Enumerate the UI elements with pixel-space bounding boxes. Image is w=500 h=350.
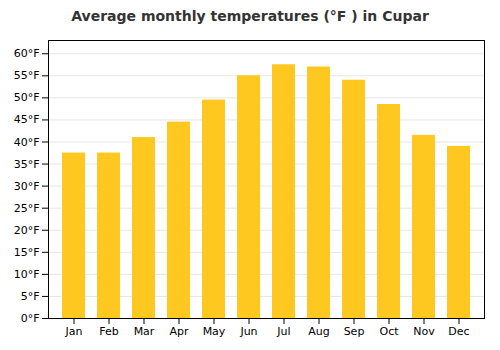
svg-text:10°F: 10°F [14,268,40,281]
svg-text:Mar: Mar [134,325,155,338]
svg-text:20°F: 20°F [14,224,40,237]
svg-text:35°F: 35°F [14,158,40,171]
svg-text:Jan: Jan [65,325,83,338]
svg-text:50°F: 50°F [14,91,40,104]
svg-text:Aug: Aug [308,325,329,338]
svg-text:45°F: 45°F [14,113,40,126]
svg-text:40°F: 40°F [14,136,40,149]
svg-text:Oct: Oct [379,325,399,338]
svg-text:15°F: 15°F [14,246,40,259]
svg-text:May: May [203,325,226,338]
svg-text:Dec: Dec [448,325,469,338]
svg-text:25°F: 25°F [14,202,40,215]
html-text:Average monthly temperatures (: Average monthly temperatures (°F ) in Cu… [71,8,429,24]
svg-text:Jun: Jun [239,325,257,338]
svg-text:Apr: Apr [169,325,189,338]
svg-text:Sep: Sep [344,325,365,338]
svg-text:5°F: 5°F [21,290,40,303]
svg-text:Feb: Feb [99,325,118,338]
svg-text:30°F: 30°F [14,180,40,193]
svg-text:55°F: 55°F [14,69,40,82]
svg-text:Jul: Jul [276,325,290,338]
svg-text:Nov: Nov [413,325,435,338]
svg-text:60°F: 60°F [14,47,40,60]
svg-text:0°F: 0°F [21,312,40,325]
